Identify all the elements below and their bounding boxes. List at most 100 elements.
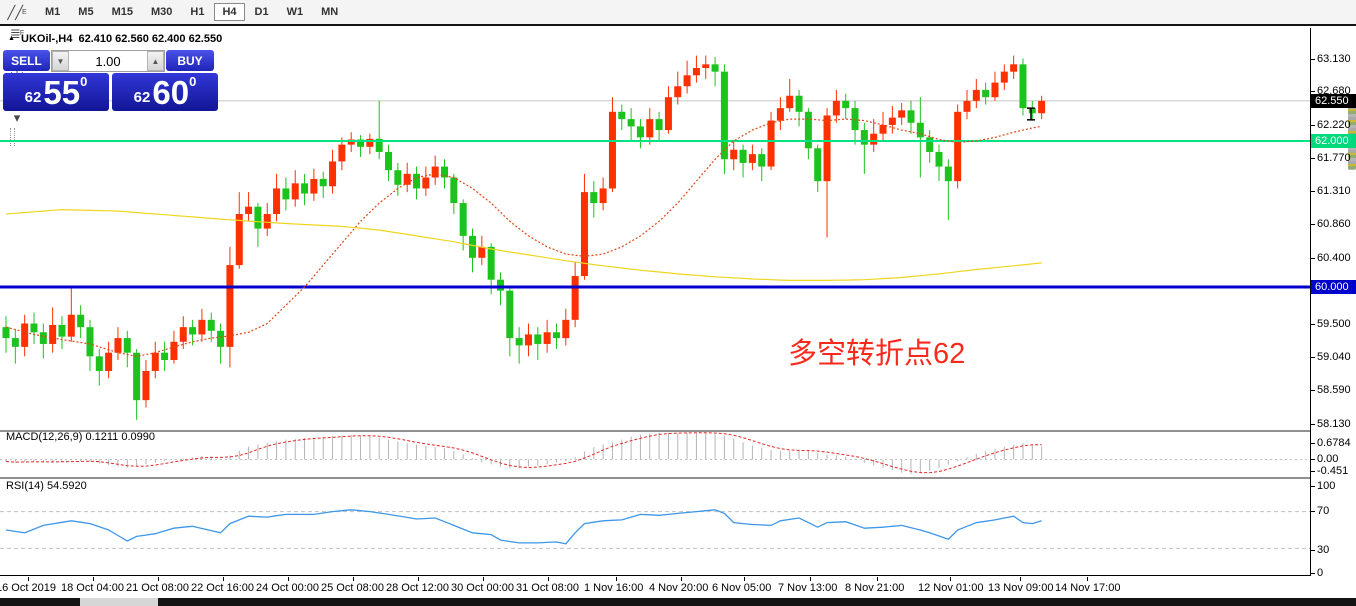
symbol-info[interactable]: ▲ UKOil-,H4 62.410 62.560 62.400 62.550 xyxy=(8,33,222,45)
dropdown-caret-icon[interactable]: ▾ xyxy=(13,109,21,125)
rsi-panel-divider[interactable] xyxy=(0,477,1310,479)
buy-button[interactable]: BUY xyxy=(166,50,214,71)
price-tick xyxy=(1310,389,1315,391)
price-tick xyxy=(1310,191,1315,193)
price-axis-label: 61.310 xyxy=(1317,185,1351,198)
time-tick xyxy=(28,577,29,581)
rsi-axis-tick xyxy=(1310,486,1315,487)
price-tag-62.550: 62.550 xyxy=(1311,93,1356,108)
buy-price-pips: 60 xyxy=(152,74,190,111)
volume-decrease-button[interactable]: ▼ xyxy=(52,51,69,71)
timeframe-button-mn[interactable]: MN xyxy=(321,6,339,18)
timeframe-button-m1[interactable]: M1 xyxy=(45,6,61,18)
chart-text-annotation[interactable]: 多空转折点62 xyxy=(788,338,966,370)
sell-price-display[interactable]: 62 55 0 xyxy=(3,73,109,111)
sell-price-pips: 55 xyxy=(43,74,81,111)
horizontal-scrollbar[interactable] xyxy=(0,598,1356,606)
macd-signal-line xyxy=(5,432,1042,474)
timeframe-button-m30[interactable]: M30 xyxy=(150,6,173,18)
timeframe-button-m5[interactable]: M5 xyxy=(78,6,94,18)
toolbar-drag-handle[interactable] xyxy=(10,127,15,146)
time-tick xyxy=(548,577,549,581)
time-tick xyxy=(93,577,94,581)
rsi-axis-label: 70 xyxy=(1317,505,1330,517)
time-axis-divider xyxy=(0,575,1310,576)
sell-price-point: 0 xyxy=(80,74,88,89)
volume-stepper: ▼ 1.00 ▲ xyxy=(51,50,165,72)
timeframe-button-d1[interactable]: D1 xyxy=(254,6,269,18)
price-axis-label: 60.860 xyxy=(1317,218,1351,231)
time-axis-label: 16 Oct 2019 xyxy=(0,582,56,594)
volume-increase-button[interactable]: ▲ xyxy=(147,51,164,71)
macd-axis-label: 0.00 xyxy=(1317,453,1339,465)
price-tick xyxy=(1310,157,1315,159)
time-axis-label: 18 Oct 04:00 xyxy=(61,582,124,594)
rsi-indicator-panel[interactable] xyxy=(0,479,1310,575)
price-axis-label: 60.400 xyxy=(1317,251,1351,264)
price-tick xyxy=(1310,423,1315,425)
volume-input[interactable]: 1.00 xyxy=(95,53,121,69)
price-tag-60.000: 60.000 xyxy=(1311,280,1356,294)
current-bar-marker xyxy=(1027,107,1035,121)
time-tick xyxy=(616,577,617,581)
time-axis-label: 28 Oct 12:00 xyxy=(386,582,449,594)
time-tick xyxy=(1020,577,1021,581)
time-axis[interactable]: 16 Oct 2019 18 Oct 04:00 21 Oct 08:00 22 Oc… xyxy=(0,577,1356,597)
price-axis-label: 58.590 xyxy=(1317,383,1351,396)
time-tick xyxy=(950,577,951,581)
sell-button[interactable]: SELL xyxy=(3,50,50,71)
price-axis-label: 63.130 xyxy=(1317,52,1351,65)
timeframe-button-h4[interactable]: H4 xyxy=(214,3,245,21)
timeframe-button-w1[interactable]: W1 xyxy=(286,6,304,18)
macd-axis-tick xyxy=(1310,471,1315,472)
main-price-chart[interactable] xyxy=(0,28,1310,430)
macd-label: MACD(12,26,9) 0.1211 0.0990 xyxy=(6,431,155,443)
macd-panel-divider[interactable] xyxy=(0,430,1310,432)
macd-histogram xyxy=(5,432,1043,475)
fibonacci-icon[interactable]: ≣ F xyxy=(9,25,25,41)
price-tick xyxy=(1310,58,1315,60)
time-tick xyxy=(744,577,745,581)
sell-price-integer: 62 xyxy=(24,89,42,106)
time-tick xyxy=(1087,577,1088,581)
time-tick xyxy=(418,577,419,581)
candles-layer xyxy=(2,55,1046,420)
price-tick xyxy=(1310,257,1315,259)
price-tick xyxy=(1310,91,1315,93)
rsi-axis-label: 30 xyxy=(1317,544,1330,556)
price-axis-label: 58.130 xyxy=(1317,417,1351,430)
time-tick xyxy=(223,577,224,581)
rsi-axis-label: 0 xyxy=(1317,567,1324,579)
time-axis-label: 24 Oct 00:00 xyxy=(256,582,319,594)
time-tick xyxy=(288,577,289,581)
collapse-triangle-icon[interactable]: ▲ xyxy=(8,35,15,42)
rsi-line xyxy=(5,509,1042,545)
buy-price-display[interactable]: 62 60 0 xyxy=(112,73,218,111)
buy-price-point: 0 xyxy=(189,74,197,89)
price-tick xyxy=(1310,323,1315,325)
price-tag-62.000: 62.000 xyxy=(1311,134,1356,148)
time-axis-label: 6 Nov 05:00 xyxy=(712,582,772,594)
time-axis-label: 25 Oct 08:00 xyxy=(321,582,384,594)
price-tick xyxy=(1310,124,1315,126)
timeframe-button-h1[interactable]: H1 xyxy=(190,6,205,18)
rsi-label: RSI(14) 54.5920 xyxy=(6,480,87,492)
time-axis-label: 8 Nov 21:00 xyxy=(845,582,905,594)
rsi-axis-tick xyxy=(1310,573,1315,574)
equidistant-channel-icon[interactable]: ╱╱ E xyxy=(7,4,27,20)
time-axis-label: 22 Oct 16:00 xyxy=(191,582,254,594)
price-axis-border xyxy=(1310,28,1311,576)
time-tick xyxy=(483,577,484,581)
time-tick xyxy=(681,577,682,581)
macd-axis-tick xyxy=(1310,459,1315,460)
scrollbar-thumb[interactable] xyxy=(80,598,158,606)
ma-slow-line xyxy=(5,208,1042,281)
time-tick xyxy=(353,577,354,581)
price-tick xyxy=(1310,357,1315,359)
price-axis-label: 62.680 xyxy=(1317,85,1351,98)
timeframe-button-m15[interactable]: M15 xyxy=(111,6,133,18)
price-tick xyxy=(1310,224,1315,226)
macd-indicator-panel[interactable] xyxy=(0,432,1310,477)
time-axis-label: 4 Nov 20:00 xyxy=(649,582,709,594)
